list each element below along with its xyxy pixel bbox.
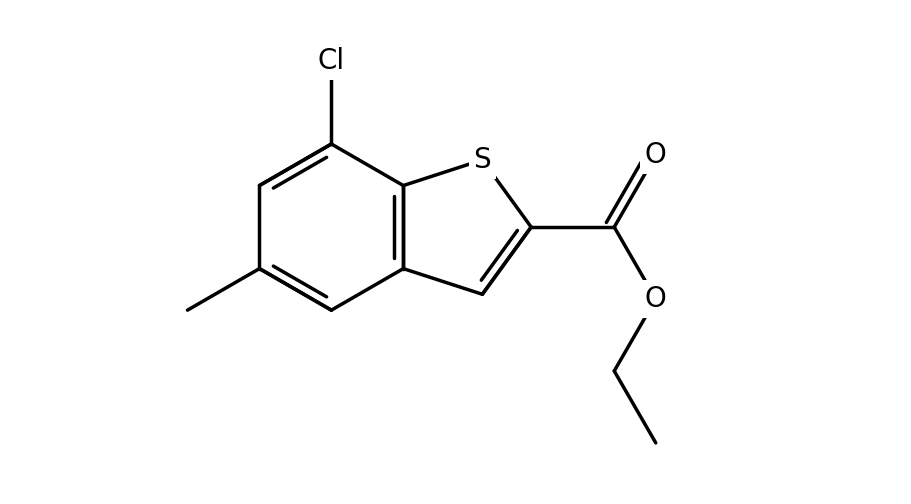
Text: O: O — [644, 285, 666, 313]
Text: S: S — [473, 146, 491, 174]
Text: Cl: Cl — [317, 47, 344, 75]
Text: O: O — [644, 141, 666, 169]
